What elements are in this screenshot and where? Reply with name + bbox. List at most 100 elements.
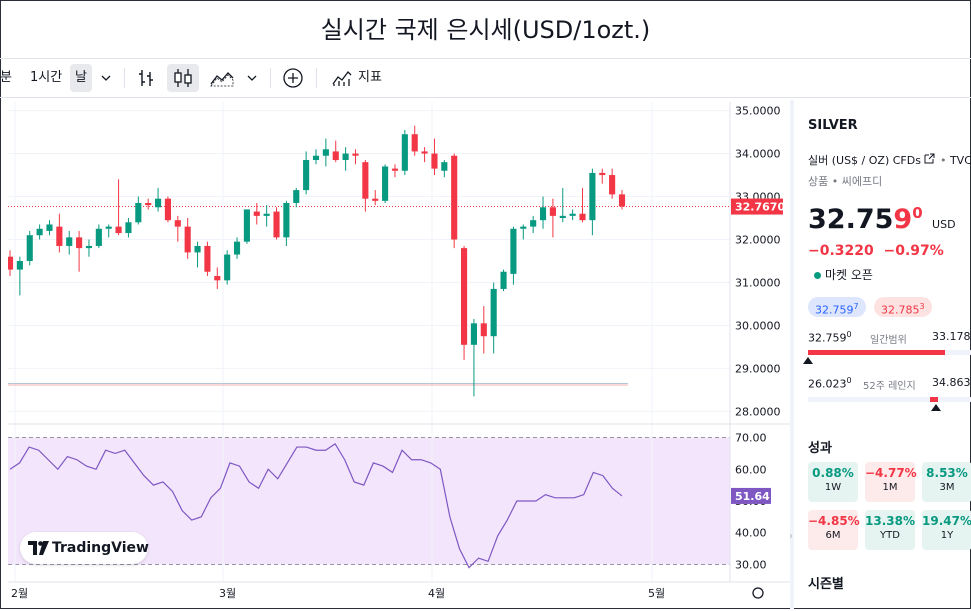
price-tick-label: 35.0000 (735, 105, 781, 118)
candle-body (36, 228, 43, 236)
candle-body (382, 166, 389, 201)
ask-badge: 32.7853 (874, 297, 932, 317)
rsi-tick-label: 60.00 (735, 463, 767, 476)
performance-period: 1Y (940, 530, 954, 541)
day-high: 33.178 (932, 330, 971, 343)
indicators-button[interactable]: 지표 (358, 70, 382, 85)
candle-body (322, 149, 329, 156)
candle-body (46, 224, 53, 231)
performance-value: 13.38% (865, 514, 915, 528)
settings-gear-icon[interactable] (752, 587, 764, 599)
candle-body (579, 213, 586, 221)
day-range-label: 일간범위 (870, 335, 907, 346)
performance-cell-ytd[interactable]: 13.38% YTD (865, 510, 915, 550)
candle-body (105, 226, 112, 229)
candle-body (85, 245, 93, 249)
rsi-last-label: 51.64 (735, 490, 770, 503)
tradingview-logo[interactable]: TradingView (20, 532, 149, 564)
add-compare-icon[interactable] (281, 64, 305, 92)
performance-value: −4.85% (808, 514, 860, 528)
candle-body (559, 215, 566, 219)
chevron-down-icon[interactable] (100, 64, 114, 92)
performance-period: YTD (880, 530, 900, 541)
bar-chart-icon[interactable] (134, 64, 158, 92)
candle-body (490, 288, 497, 337)
candle-body (26, 235, 33, 261)
candle-body (421, 151, 428, 154)
interval-minute-button[interactable]: 분 (0, 70, 12, 85)
time-tick-label: 5월 (648, 587, 665, 600)
performance-cell-1y[interactable]: 19.47% 1Y (922, 510, 971, 550)
candle-body (224, 254, 231, 281)
candle-body (233, 241, 241, 255)
candle-body (243, 209, 250, 242)
interval-day-button[interactable]: 날 (70, 64, 92, 92)
performance-cell-3m[interactable]: 8.53% 3M (922, 462, 971, 502)
candle-body (6, 256, 14, 270)
candle-body (461, 248, 468, 345)
price-tick-label: 30.0000 (735, 319, 781, 332)
candlestick-icon[interactable] (167, 64, 199, 92)
performance-value: 8.53% (926, 466, 968, 480)
chevron-down-icon[interactable] (246, 64, 260, 92)
candle-body (372, 198, 379, 201)
candle-body (569, 213, 576, 216)
candle-body (530, 220, 537, 227)
candle-body (480, 323, 487, 337)
interval-1h-button[interactable]: 1시간 (30, 70, 63, 85)
candle-body (204, 245, 211, 272)
week52-range-label: 52주 레인지 (863, 381, 916, 392)
candle-body (174, 220, 181, 227)
rsi-tick-label: 40.00 (735, 527, 767, 540)
last-price: 32.7590 USD (808, 204, 956, 235)
week52-low: 26.0230 (808, 376, 852, 391)
indicators-icon[interactable] (330, 64, 354, 92)
candle-body (135, 202, 142, 223)
symbol-info-panel: SILVER 실버 (US$ / OZ) CFDs • TVC 상품 • 씨에프… (790, 100, 971, 609)
performance-period: 1M (882, 482, 898, 493)
candle-body (599, 172, 606, 176)
time-tick-label: 2월 (11, 587, 28, 600)
candle-body (332, 151, 339, 161)
candle-body (431, 153, 438, 169)
time-tick-label: 3월 (219, 587, 236, 600)
candle-body (184, 226, 191, 253)
candle-body (549, 207, 556, 216)
candle-body (164, 198, 171, 221)
status-dot-icon (814, 272, 821, 279)
candle-body (253, 211, 260, 216)
performance-period: 6M (825, 530, 841, 541)
candle-body (391, 168, 399, 171)
performance-cell-6m[interactable]: −4.85% 6M (808, 510, 860, 550)
candle-body (470, 323, 477, 345)
symbol-name[interactable]: SILVER (808, 118, 858, 133)
candle-body (16, 261, 23, 270)
candle-body (214, 276, 221, 281)
rsi-tick-label: 70.00 (735, 432, 767, 445)
area-chart-icon[interactable] (208, 64, 236, 92)
chart-area[interactable]: 35.0000 34.0000 33.0000 32.0000 31.0000 30.00… (6, 102, 790, 607)
price-currency: USD (932, 218, 956, 231)
performance-value: 0.88% (812, 466, 854, 480)
performance-cell-1w[interactable]: 0.88% 1W (808, 462, 858, 502)
panel-collapse-icon[interactable]: › (789, 531, 793, 542)
external-link-icon[interactable] (924, 153, 936, 167)
candle-body (362, 162, 369, 199)
performance-value: 19.47% (922, 514, 971, 528)
price-tick-label: 31.0000 (735, 276, 781, 289)
candle-body (312, 155, 320, 161)
candle-body (273, 211, 280, 238)
performance-title: 성과 (808, 441, 832, 456)
candle-body (66, 237, 73, 246)
price-chart[interactable]: 35.000034.000033.000032.000031.000030.00… (6, 102, 790, 607)
week52-high: 34.863 (932, 376, 971, 389)
tradingview-logo-text: TradingView (52, 540, 149, 556)
performance-cell-1m[interactable]: −4.77% 1M (865, 462, 917, 502)
candle-body (589, 172, 596, 221)
candle-body (293, 190, 300, 203)
candle-body (115, 226, 122, 234)
price-tick-label: 28.0000 (735, 405, 781, 418)
candle-body (401, 134, 408, 171)
candle-body (125, 222, 132, 234)
candle-body (411, 134, 418, 152)
